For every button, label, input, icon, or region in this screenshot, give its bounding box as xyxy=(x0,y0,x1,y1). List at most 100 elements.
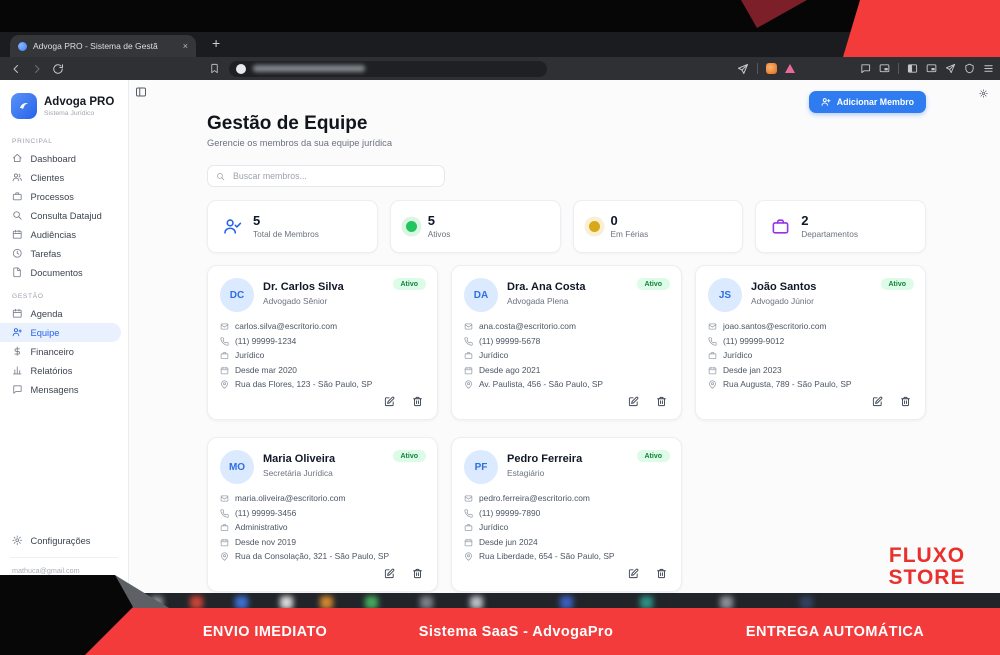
edit-icon xyxy=(628,396,639,407)
calendar-icon xyxy=(464,538,473,547)
briefcase-icon xyxy=(464,523,473,532)
briefcase-icon xyxy=(220,351,229,360)
edit-button[interactable] xyxy=(624,564,642,582)
stat-value: 5 xyxy=(427,213,435,228)
sidebar-item-relatorios[interactable]: Relatórios xyxy=(0,361,128,380)
sidebar-item-financeiro[interactable]: Financeiro xyxy=(0,342,128,361)
member-address: Rua das Flores, 123 - São Paulo, SP xyxy=(235,379,373,389)
sidebar-item-label: Clientes xyxy=(30,172,65,183)
forward-icon[interactable] xyxy=(31,63,43,75)
user-plus-icon xyxy=(821,97,831,107)
calendar-icon xyxy=(220,538,229,547)
app-window: Advoga PRO Sistema Jurídico PRINCIPAL Da… xyxy=(0,80,1000,594)
new-tab-button[interactable]: + xyxy=(212,34,221,51)
member-since: Desde jun 2024 xyxy=(479,536,538,547)
browser-tab[interactable]: Advoga PRO - Sistema de Gestã × xyxy=(10,35,196,57)
stat-card-total: 5 Total de Membros xyxy=(207,200,378,253)
share-icon[interactable] xyxy=(737,63,749,75)
menu-icon[interactable] xyxy=(983,63,994,74)
stat-label: Departamentos xyxy=(801,229,858,239)
member-since: Desde mar 2020 xyxy=(235,364,297,375)
edit-icon xyxy=(872,396,883,407)
calendar-icon xyxy=(12,308,23,319)
delete-button[interactable] xyxy=(652,564,670,582)
green-dot-icon xyxy=(405,221,417,232)
sidebar-toggle-icon[interactable] xyxy=(135,86,147,98)
member-department: Administrativo xyxy=(235,522,288,532)
window-titlebar xyxy=(0,0,1000,32)
sidebar-item-label: Consulta Datajud xyxy=(30,210,102,221)
sidebar-item-equipe[interactable]: Equipe xyxy=(0,323,121,342)
settings-gear-icon[interactable] xyxy=(979,89,988,98)
map-pin-icon xyxy=(220,552,229,561)
briefcase-icon xyxy=(220,523,229,532)
edit-button[interactable] xyxy=(868,392,886,410)
bookmark-icon[interactable] xyxy=(209,63,220,74)
sidebar-divider xyxy=(10,557,118,558)
avatar: PF xyxy=(464,450,498,484)
stats-row: 5 Total de Membros 5 Ativos 0 Em Férias xyxy=(207,200,926,253)
edit-button[interactable] xyxy=(624,392,642,410)
member-name: Maria Oliveira xyxy=(263,453,336,465)
reload-icon[interactable] xyxy=(52,63,64,75)
delete-button[interactable] xyxy=(408,564,426,582)
browser-action-icons xyxy=(860,57,994,80)
send-icon[interactable] xyxy=(945,63,956,74)
team-icon xyxy=(12,327,23,338)
stat-label: Ativos xyxy=(427,229,451,239)
member-address: Rua Augusta, 789 - São Paulo, SP xyxy=(723,379,852,389)
mail-icon xyxy=(464,322,473,331)
sidebar-item-audiencias[interactable]: Audiências xyxy=(0,225,128,244)
media-icon[interactable] xyxy=(926,63,937,74)
edit-button[interactable] xyxy=(380,392,398,410)
logout-icon xyxy=(12,581,23,592)
sidebar-item-consulta-datajud[interactable]: Consulta Datajud xyxy=(0,206,128,225)
sidebar-item-mensagens[interactable]: Mensagens xyxy=(0,380,128,399)
map-pin-icon xyxy=(220,380,229,389)
map-pin-icon xyxy=(464,380,473,389)
home-icon xyxy=(12,153,23,164)
app-name: Advoga PRO xyxy=(44,95,115,108)
status-badge: Ativo xyxy=(636,450,670,462)
tab-favicon xyxy=(18,41,27,51)
member-grid: Ativo DC Dr. Carlos Silva Advogado Sênio… xyxy=(207,265,926,592)
member-since: Desde ago 2021 xyxy=(479,364,541,375)
logout-button[interactable]: Sair xyxy=(0,578,128,594)
edit-button[interactable] xyxy=(380,564,398,582)
phone-icon xyxy=(220,337,229,346)
address-bar[interactable] xyxy=(229,60,547,77)
search-icon xyxy=(12,210,23,221)
member-card: Ativo PF Pedro Ferreira Estagiário pedro… xyxy=(451,437,682,592)
delete-button[interactable] xyxy=(408,392,426,410)
phone-icon xyxy=(464,337,473,346)
member-address: Av. Paulista, 456 - São Paulo, SP xyxy=(479,379,603,389)
add-member-button[interactable]: Adicionar Membro xyxy=(808,91,926,113)
sidebar-item-clientes[interactable]: Clientes xyxy=(0,168,128,187)
shield-icon[interactable] xyxy=(964,63,975,74)
stat-card-ativos: 5 Ativos xyxy=(389,200,561,253)
sidebar-item-tarefas[interactable]: Tarefas xyxy=(0,244,128,263)
map-pin-icon xyxy=(464,552,473,561)
split-panel-icon[interactable] xyxy=(907,63,918,74)
search-input[interactable] xyxy=(231,170,436,182)
toolbar-divider xyxy=(898,63,899,74)
tab-title: Advoga PRO - Sistema de Gestã xyxy=(33,41,158,51)
sidebar-item-processos[interactable]: Processos xyxy=(0,187,128,206)
sidebar-item-documentos[interactable]: Documentos xyxy=(0,263,128,282)
page-title: Gestão de Equipe xyxy=(207,113,368,134)
sidebar-item-dashboard[interactable]: Dashboard xyxy=(0,149,128,168)
delete-button[interactable] xyxy=(896,392,914,410)
sidebar-item-configuracoes[interactable]: Configurações xyxy=(0,531,128,550)
extension-triangle-icon[interactable] xyxy=(785,64,795,73)
tab-close-icon[interactable]: × xyxy=(182,40,188,51)
site-info-icon[interactable] xyxy=(236,63,246,74)
briefcase-icon xyxy=(708,351,717,360)
mail-icon xyxy=(220,322,229,331)
back-icon[interactable] xyxy=(10,63,22,75)
extension-icon[interactable] xyxy=(766,63,777,74)
member-email: ana.costa@escritorio.com xyxy=(479,321,576,331)
chat-icon[interactable] xyxy=(860,63,871,74)
sidebar-item-agenda[interactable]: Agenda xyxy=(0,304,128,323)
delete-button[interactable] xyxy=(652,392,670,410)
picture-in-picture-icon[interactable] xyxy=(879,63,890,74)
